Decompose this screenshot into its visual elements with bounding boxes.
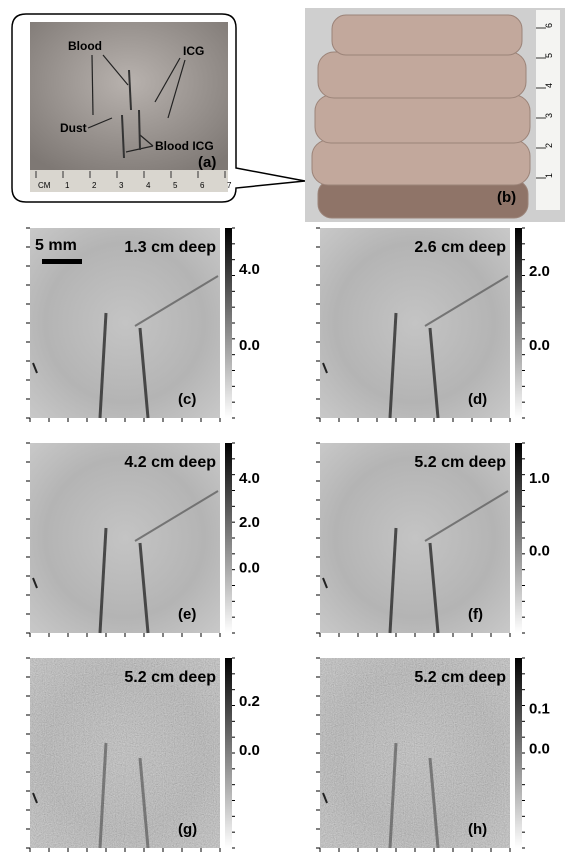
ruler-label: 4 bbox=[146, 181, 151, 190]
ruler-label: 6 bbox=[200, 181, 205, 190]
colorbar bbox=[515, 443, 522, 633]
label-blood: Blood bbox=[68, 39, 102, 53]
colorbar bbox=[225, 228, 232, 418]
depth-label: 2.6 cm deep bbox=[414, 239, 506, 256]
panel-letter: (a) bbox=[198, 154, 216, 171]
colorbar bbox=[515, 658, 522, 848]
panel-letter: (c) bbox=[178, 391, 196, 408]
ruler-label: CM bbox=[38, 181, 51, 190]
panel-letter: (h) bbox=[468, 821, 487, 838]
label-blood-icg: Blood ICG bbox=[155, 139, 214, 153]
depth-label: 5.2 cm deep bbox=[414, 454, 506, 471]
meat-stack bbox=[312, 15, 530, 218]
depth-label: 5.2 cm deep bbox=[124, 669, 216, 686]
colorbar bbox=[515, 228, 522, 418]
image-panel bbox=[30, 443, 220, 633]
colorbar-label: 0.0 bbox=[239, 742, 260, 759]
ruler-label: 3 bbox=[544, 113, 554, 118]
colorbar-label: 2.0 bbox=[529, 263, 550, 280]
colorbar-label: 0.0 bbox=[529, 337, 550, 354]
ruler-label: 3 bbox=[119, 181, 124, 190]
panel-letter: (e) bbox=[178, 606, 196, 623]
label-dust: Dust bbox=[60, 121, 87, 135]
image-noise bbox=[30, 658, 220, 848]
colorbar-label: 0.1 bbox=[529, 700, 550, 717]
ruler-label: 4 bbox=[544, 83, 554, 88]
scale-bar bbox=[42, 259, 82, 264]
label-icg: ICG bbox=[183, 44, 204, 58]
scale-bar-label: 5 mm bbox=[35, 237, 77, 254]
colorbar-label: 0.0 bbox=[239, 337, 260, 354]
colorbar bbox=[225, 658, 232, 848]
image-noise bbox=[320, 658, 510, 848]
depth-label: 4.2 cm deep bbox=[124, 454, 216, 471]
colorbar-label: 0.0 bbox=[529, 542, 550, 559]
ruler-label: 2 bbox=[92, 181, 97, 190]
ruler-label: 1 bbox=[544, 173, 554, 178]
colorbar bbox=[225, 443, 232, 633]
image-panel bbox=[30, 228, 220, 418]
image-panel bbox=[320, 228, 510, 418]
colorbar-label: 0.0 bbox=[529, 740, 550, 757]
ruler-b bbox=[536, 10, 560, 210]
ruler-label: 6 bbox=[544, 23, 554, 28]
depth-label: 1.3 cm deep bbox=[124, 239, 216, 256]
colorbar-label: 4.0 bbox=[239, 261, 260, 278]
ruler-label: 5 bbox=[173, 181, 178, 190]
colorbar-label: 1.0 bbox=[529, 470, 550, 487]
colorbar-label: 0.2 bbox=[239, 693, 260, 710]
ruler-label: 1 bbox=[65, 181, 70, 190]
colorbar-label: 4.0 bbox=[239, 470, 260, 487]
ruler-label: 7 bbox=[227, 181, 232, 190]
ruler-label: 2 bbox=[544, 143, 554, 148]
image-panel bbox=[320, 443, 510, 633]
depth-label: 5.2 cm deep bbox=[414, 669, 506, 686]
panel-letter: (f) bbox=[468, 606, 483, 623]
panel-letter: (b) bbox=[497, 189, 516, 206]
panel-letter: (g) bbox=[178, 821, 197, 838]
ruler-label: 5 bbox=[544, 53, 554, 58]
figure: Blood ICG Dust Blood ICG (a) CM 1 2 3 4 5 6 7 (… bbox=[0, 0, 570, 855]
colorbar-label: 2.0 bbox=[239, 514, 260, 531]
colorbar-label: 0.0 bbox=[239, 560, 260, 577]
panel-letter: (d) bbox=[468, 391, 487, 408]
